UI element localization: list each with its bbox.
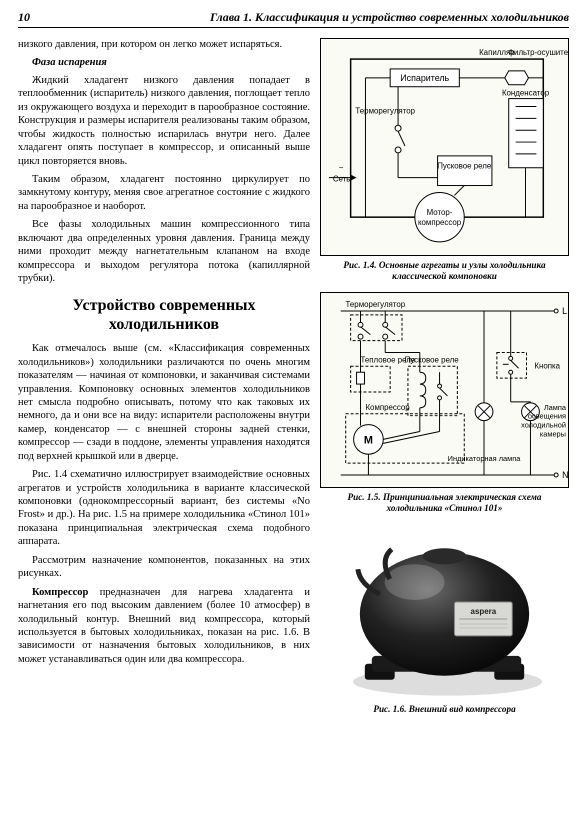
svg-text:Пусковое реле: Пусковое реле	[405, 355, 460, 364]
subheading-phase: Фаза испарения	[18, 56, 310, 69]
svg-text:Пусковое реле: Пусковое реле	[437, 162, 492, 171]
paragraph: Все фазы холодильных машин компрессионно…	[18, 218, 310, 285]
svg-text:Фильтр-осушитель: Фильтр-осушитель	[508, 48, 568, 57]
svg-text:Лампа: Лампа	[544, 403, 567, 412]
paragraph: Как отмечалось выше (см. «Классификация …	[18, 342, 310, 463]
svg-text:M: M	[364, 434, 373, 446]
page-number: 10	[18, 10, 30, 25]
svg-text:Конденсатор: Конденсатор	[502, 89, 550, 98]
figures-column: Испаритель Фильтр-осушитель Капилляр	[320, 38, 569, 715]
figure-1-6: aspera	[320, 524, 569, 700]
svg-text:aspera: aspera	[471, 607, 497, 616]
paragraph: Жидкий хладагент низкого давления попада…	[18, 74, 310, 168]
svg-text:Сеть: Сеть	[333, 175, 351, 184]
paragraph: Рис. 1.4 схематично иллюстрирует взаимод…	[18, 468, 310, 549]
paragraph-rest: предназначен для нагрева хладагента и на…	[18, 587, 310, 665]
svg-text:N: N	[562, 470, 568, 480]
chapter-title: Глава 1. Классификация и устройство совр…	[210, 10, 569, 25]
svg-text:камеры: камеры	[540, 429, 566, 438]
term-compressor: Компрессор	[32, 587, 88, 598]
svg-text:освещения: освещения	[528, 412, 566, 421]
svg-text:Испаритель: Испаритель	[400, 73, 449, 83]
svg-text:L: L	[562, 306, 567, 316]
svg-text:~: ~	[339, 164, 344, 173]
svg-text:компрессор: компрессор	[418, 218, 462, 227]
figure-1-4: Испаритель Фильтр-осушитель Капилляр	[320, 38, 569, 256]
page-header: 10 Глава 1. Классификация и устройство с…	[18, 10, 569, 28]
figure-1-6-caption: Рис. 1.6. Внешний вид компрессора	[320, 704, 569, 715]
figure-1-5-caption: Рис. 1.5. Принципиальная электрическая с…	[320, 492, 569, 514]
paragraph: Таким образом, хладагент постоянно цирку…	[18, 173, 310, 213]
svg-text:Капилляр: Капилляр	[479, 48, 515, 57]
figure-1-4-caption: Рис. 1.4. Основные агрегаты и узлы холод…	[320, 260, 569, 282]
paragraph: низкого давления, при котором он легко м…	[18, 38, 310, 51]
svg-text:Мотор-: Мотор-	[427, 208, 453, 217]
svg-text:Индикаторная лампа: Индикаторная лампа	[448, 454, 522, 463]
svg-text:Терморегулятор: Терморегулятор	[355, 106, 415, 115]
paragraph: Рассмотрим назначение компонентов, показ…	[18, 554, 310, 581]
section-heading: Устройство современных холодильников	[18, 297, 310, 334]
svg-text:Кнопка: Кнопка	[534, 361, 560, 370]
svg-text:Компрессор: Компрессор	[365, 403, 410, 412]
text-column: низкого давления, при котором он легко м…	[18, 38, 310, 715]
paragraph: Компрессор предназначен для нагрева хлад…	[18, 586, 310, 667]
svg-text:Терморегулятор: Терморегулятор	[346, 300, 406, 309]
svg-text:холодильной: холодильной	[521, 421, 566, 430]
figure-1-5: L N Терморегулятор	[320, 292, 569, 488]
